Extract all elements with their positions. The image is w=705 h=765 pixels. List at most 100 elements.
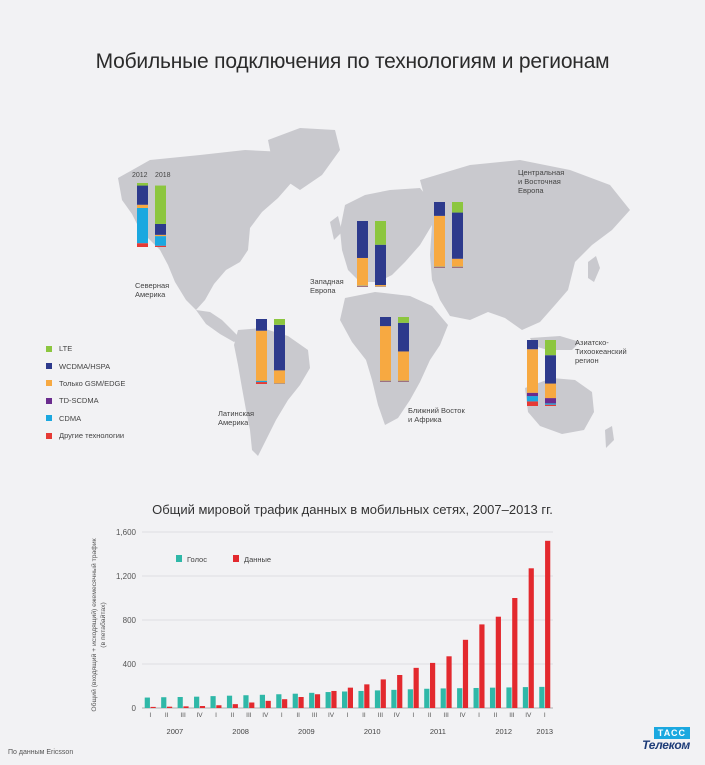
region-bar-segment [155,185,166,224]
quarter-label: II [296,712,300,719]
region-bar-segment [545,398,556,404]
asia-shape [420,160,630,330]
logo-bottom-text: Телеком [642,738,690,752]
region-bar-segment [137,207,148,244]
legend-label: Только GSM/EDGE [59,378,126,388]
region-bar-segment [155,245,166,247]
source-note: По данным Ericsson [8,749,74,756]
quarter-label: III [180,712,186,719]
quarter-label: II [362,712,366,719]
region-bar-segment [434,267,445,268]
voice-bar [358,690,364,708]
region-bar-segment [452,212,463,259]
region-bar-segment [155,236,166,246]
region-bar-segment [155,223,166,235]
quarter-label: II [494,712,498,719]
data-bar [298,697,304,708]
quarter-label: IV [196,712,203,719]
voice-bar [342,691,348,708]
quarter-label: I [149,712,151,719]
data-bar [150,706,156,708]
data-bar [166,706,173,708]
region-bar-segment [380,381,391,382]
year-label: 2008 [232,727,249,736]
quarter-label: IV [525,712,532,719]
data-bar [232,704,238,708]
y-tick-label: 1,600 [116,528,137,537]
region-bar-segment [357,285,368,287]
voice-bar [407,689,413,708]
voice-bar [489,687,496,708]
map-legend: LTE WCDMA/HSPA Только GSM/EDGE TD-SCDMA … [46,340,125,444]
region-bar-segment [545,383,556,399]
region-bar-segment [527,392,538,397]
voice-bar [325,692,331,708]
year-label: 2013 [536,727,553,736]
voice-bar [210,696,216,708]
voice-bar [177,697,183,708]
legend-swatch [46,380,52,387]
quarter-label: I [281,712,283,719]
region-bar-segment [545,404,556,406]
voice-bar [457,688,463,708]
data-bar [364,684,370,708]
data-bar [380,679,386,708]
region-bar-segment [434,215,445,267]
year-label: 2011 [430,727,446,736]
region-bar-segment [375,221,386,245]
legend-item-gsm: Только GSM/EDGE [46,375,125,392]
uk-shape [330,216,342,240]
legend-item-other: Другие технологии [46,427,125,444]
y-axis-label: Общий (входящий + исходящий) ежемесячный… [90,538,98,711]
legend-item-cdma: CDMA [46,410,125,427]
logo-top-text: ТАСС [653,727,690,739]
y-tick-label: 400 [123,660,137,669]
voice-bar [292,693,298,708]
legend-label: WCDMA/HSPA [59,361,111,371]
voice-bar [424,688,430,708]
quarter-label: IV [328,712,335,719]
australia-shape [525,378,594,434]
voice-bar [226,695,233,708]
data-bar [528,568,534,708]
region-bar-segment [452,266,463,268]
region-label-middle-east-africa: Ближний Восток и Африка [408,406,465,424]
data-bar [495,616,501,708]
data-bar [462,639,469,708]
y-tick-label: 800 [123,616,137,625]
quarter-label: IV [460,712,467,719]
data-bar [545,540,551,708]
data-bar [216,705,222,708]
data-bar [479,624,485,708]
legend-item-lte: LTE [46,340,125,357]
legend-swatch [46,345,52,352]
region-bar-segment [137,183,148,186]
year-label: 2012 [495,727,512,736]
region-bar-segment [527,401,538,406]
region-label-eastern-europe: Центральная и Восточная Европа [518,168,565,195]
region-bar-segment [434,266,445,268]
quarter-label: I [544,712,546,719]
region-bar-segment [155,234,166,237]
y-tick-label: 1,200 [116,572,137,581]
chart-legend-swatch [233,555,239,562]
data-bar [183,706,189,708]
quarter-label: III [312,712,318,719]
quarter-label: III [509,712,515,719]
japan-shape [588,256,600,282]
data-bar [397,675,403,708]
legend-label: TD-SCDMA [59,396,99,406]
quarter-label: I [215,712,217,719]
quarter-label: II [165,712,169,719]
legend-label: LTE [59,344,73,354]
tass-telecom-logo: ТАСС Телеком [630,727,690,755]
region-bar-segment [137,243,148,247]
region-bar-segment [357,257,368,286]
voice-bar [194,696,200,708]
legend-item-wcdma: WCDMA/HSPA [46,357,125,374]
legend-swatch [46,432,52,439]
region-bar-segment [137,185,148,205]
data-bar [430,662,436,708]
data-bar [249,702,255,708]
